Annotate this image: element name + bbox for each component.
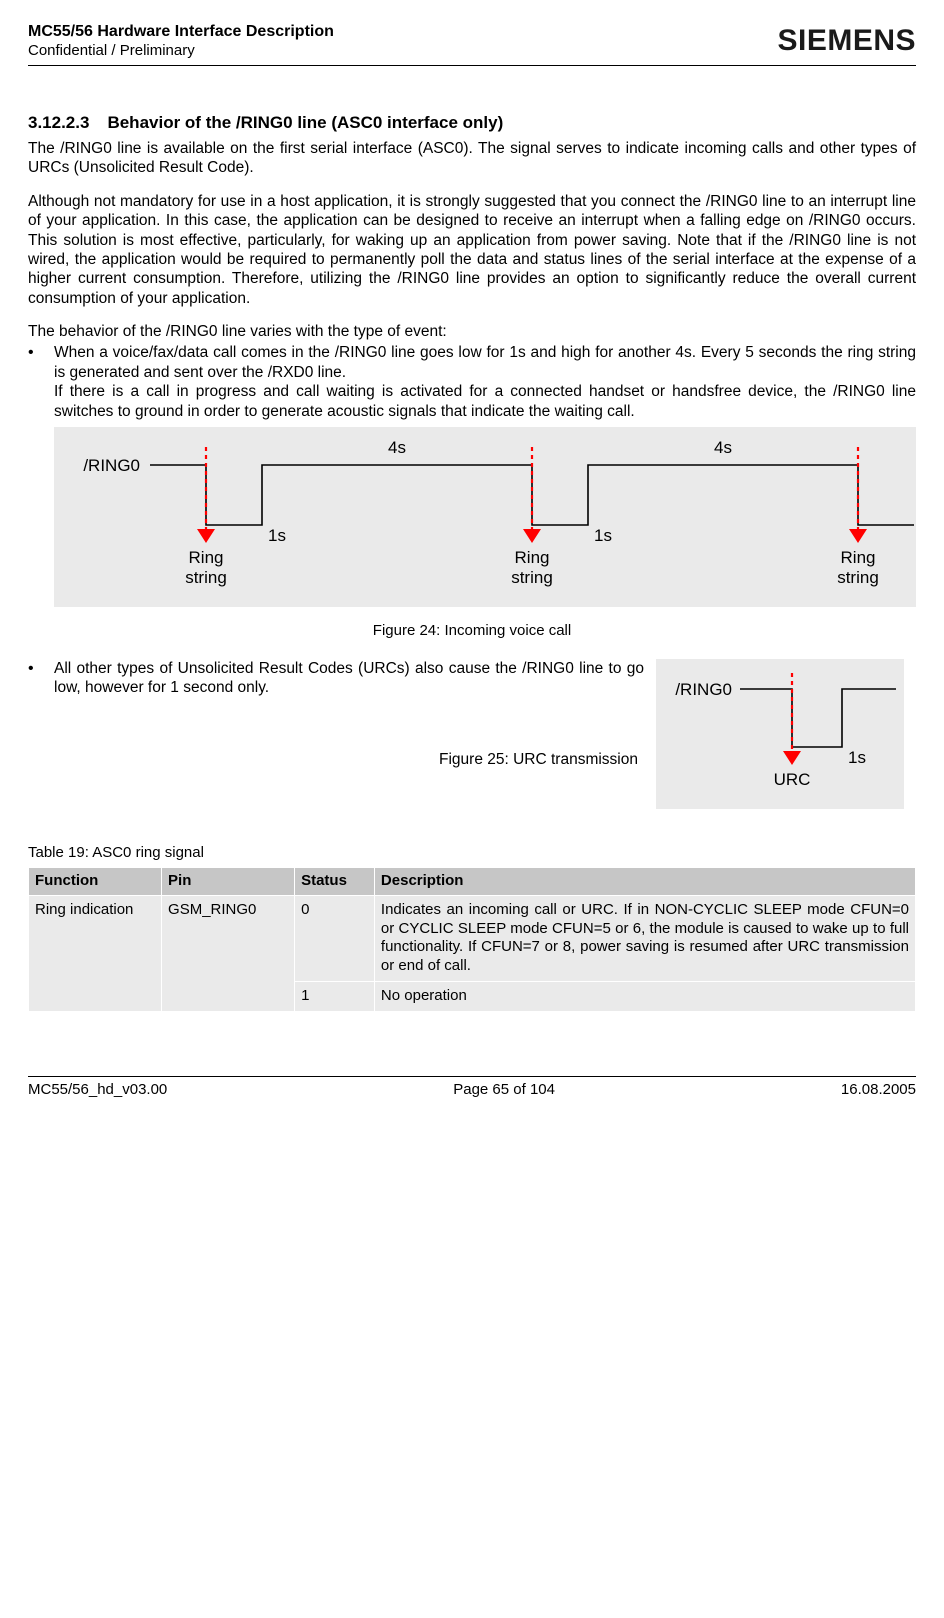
- footer-left: MC55/56_hd_v03.00: [28, 1081, 167, 1100]
- page-footer: MC55/56_hd_v03.00 Page 65 of 104 16.08.2…: [28, 1076, 916, 1100]
- timing-diagram-urc: /RING0 1s URC: [656, 659, 904, 809]
- section-title: Behavior of the /RING0 line (ASC0 interf…: [107, 113, 503, 132]
- col-description: Description: [374, 868, 915, 896]
- svg-text:/RING0: /RING0: [83, 456, 140, 475]
- ring-signal-table: Function Pin Status Description Ring ind…: [28, 867, 916, 1012]
- table-title: Table 19: ASC0 ring signal: [28, 844, 916, 863]
- svg-text:Ring: Ring: [189, 548, 224, 567]
- section-heading: 3.12.2.3 Behavior of the /RING0 line (ASC…: [28, 112, 916, 133]
- doc-title: MC55/56 Hardware Interface Description: [28, 22, 334, 42]
- cell-function: Ring indication: [29, 895, 162, 1011]
- figure-24-caption: Figure 24: Incoming voice call: [28, 622, 916, 641]
- paragraph-behavior: The behavior of the /RING0 line varies w…: [28, 322, 916, 341]
- svg-text:4s: 4s: [714, 438, 732, 457]
- doc-subtitle: Confidential / Preliminary: [28, 42, 334, 61]
- bullet-text-1a: When a voice/fax/data call comes in the …: [54, 344, 916, 380]
- svg-text:string: string: [837, 568, 879, 587]
- figure-25-caption: Figure 25: URC transmission: [28, 750, 644, 769]
- page-header: MC55/56 Hardware Interface Description C…: [28, 22, 916, 61]
- svg-text:/RING0: /RING0: [675, 680, 732, 699]
- svg-text:string: string: [511, 568, 553, 587]
- svg-text:URC: URC: [774, 770, 811, 789]
- bullet-dot-icon: •: [28, 343, 54, 421]
- section-number: 3.12.2.3: [28, 112, 89, 133]
- figure-incoming-call: /RING04s4s1s1s1sRingstringRingstringRing…: [54, 427, 916, 612]
- svg-text:1s: 1s: [268, 526, 286, 545]
- svg-text:Ring: Ring: [841, 548, 876, 567]
- col-pin: Pin: [162, 868, 295, 896]
- svg-text:1s: 1s: [848, 748, 866, 767]
- svg-text:1s: 1s: [594, 526, 612, 545]
- paragraph-detail: Although not mandatory for use in a host…: [28, 192, 916, 308]
- timing-diagram-ring: /RING04s4s1s1s1sRingstringRingstringRing…: [54, 427, 916, 607]
- cell-status-1: 1: [295, 981, 375, 1011]
- col-status: Status: [295, 868, 375, 896]
- bullet-text-1b: If there is a call in progress and call …: [54, 383, 916, 419]
- bullet-item-urc: • All other types of Unsolicited Result …: [28, 659, 644, 698]
- header-rule: [28, 65, 916, 66]
- cell-desc-1: No operation: [374, 981, 915, 1011]
- bullet-text-2: All other types of Unsolicited Result Co…: [54, 659, 644, 698]
- footer-right: 16.08.2005: [841, 1081, 916, 1100]
- paragraph-intro: The /RING0 line is available on the firs…: [28, 139, 916, 178]
- bullet-item-call: • When a voice/fax/data call comes in th…: [28, 343, 916, 421]
- cell-desc-0: Indicates an incoming call or URC. If in…: [374, 895, 915, 981]
- svg-text:4s: 4s: [388, 438, 406, 457]
- svg-text:string: string: [185, 568, 227, 587]
- footer-center: Page 65 of 104: [453, 1081, 555, 1100]
- figure-urc: /RING0 1s URC: [656, 659, 916, 814]
- table-row: Ring indication GSM_RING0 0 Indicates an…: [29, 895, 916, 981]
- svg-text:Ring: Ring: [515, 548, 550, 567]
- bullet-dot-icon: •: [28, 659, 54, 698]
- cell-status-0: 0: [295, 895, 375, 981]
- cell-pin: GSM_RING0: [162, 895, 295, 1011]
- col-function: Function: [29, 868, 162, 896]
- siemens-logo: SIEMENS: [777, 22, 916, 60]
